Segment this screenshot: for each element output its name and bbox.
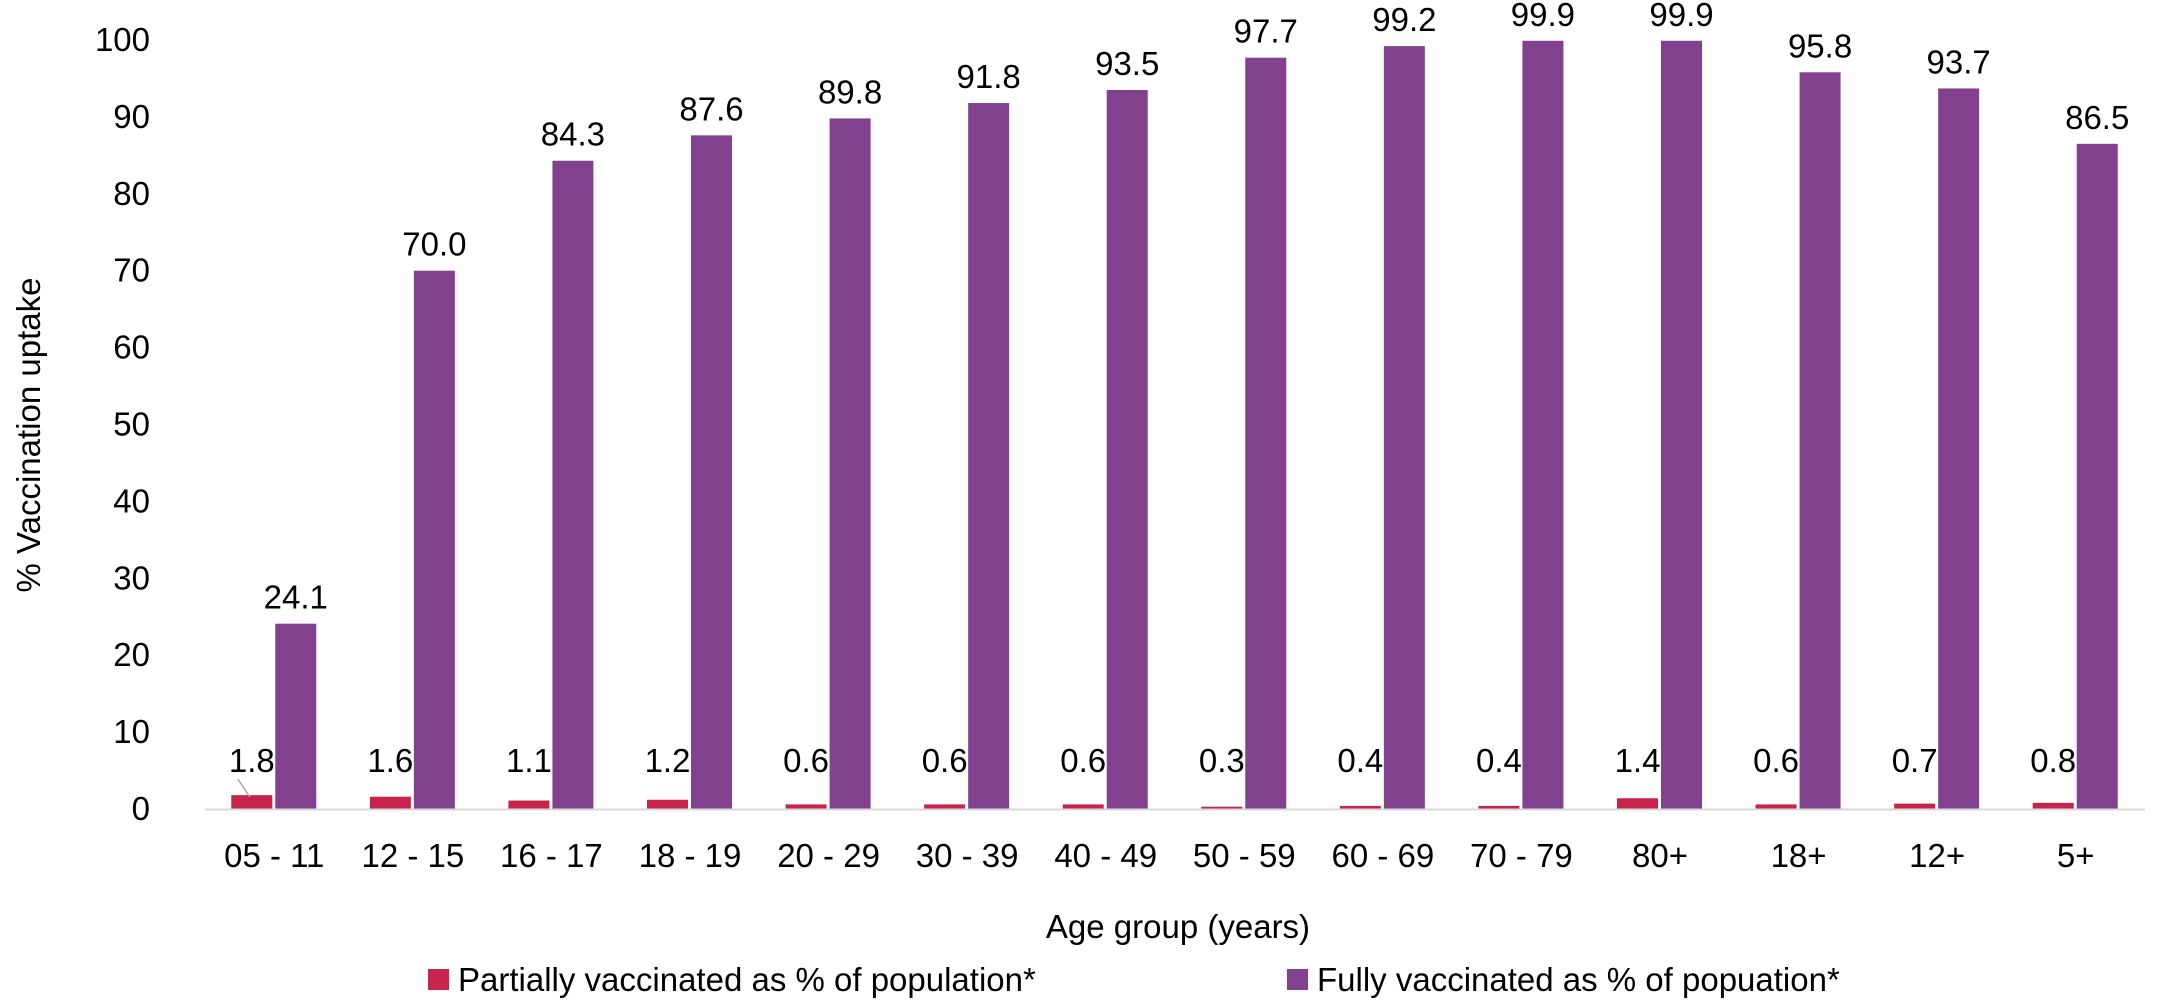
- data-label-fully-vaccinated: 84.3: [541, 116, 605, 153]
- data-label-fully-vaccinated: 99.2: [1372, 1, 1436, 38]
- bar-fully-vaccinated: [1661, 40, 1702, 810]
- data-label-fully-vaccinated: 24.1: [264, 579, 328, 616]
- bar-partially-vaccinated: [369, 796, 411, 809]
- data-label-fully-vaccinated: 95.8: [1788, 27, 1852, 64]
- bar-fully-vaccinated: [1522, 40, 1564, 810]
- y-tick-label: 100: [95, 21, 150, 58]
- x-tick-label: 40 - 49: [1054, 837, 1157, 874]
- data-label-partially-vaccinated: 1.1: [506, 742, 552, 779]
- data-label-partially-vaccinated: 0.4: [1337, 742, 1383, 779]
- x-tick-label: 12 - 15: [361, 837, 464, 874]
- data-label-fully-vaccinated: 97.7: [1234, 13, 1298, 50]
- y-tick-label: 10: [113, 713, 150, 750]
- y-tick-label: 60: [113, 329, 150, 366]
- y-axis: 0 10 20 30 40 50 60 70 80 90 100: [95, 21, 150, 827]
- bar-fully-vaccinated: [413, 270, 455, 809]
- legend: Partially vaccinated as % of population*…: [428, 961, 1840, 998]
- bars: [231, 40, 2118, 810]
- y-tick-label: 30: [113, 559, 150, 596]
- data-label-partially-vaccinated: 0.6: [783, 742, 829, 779]
- data-label-fully-vaccinated: 89.8: [818, 73, 882, 110]
- y-tick-label: 0: [132, 790, 150, 827]
- data-label-fully-vaccinated: 86.5: [2065, 99, 2129, 136]
- x-tick-label: 18 - 19: [639, 837, 742, 874]
- x-tick-label: 50 - 59: [1193, 837, 1296, 874]
- x-tick-label: 5+: [2057, 837, 2095, 874]
- bar-fully-vaccinated: [968, 103, 1010, 810]
- bar-partially-vaccinated: [1201, 806, 1243, 809]
- bar-fully-vaccinated: [1938, 88, 1980, 809]
- bar-fully-vaccinated: [2076, 143, 2118, 809]
- data-label-partially-vaccinated: 0.3: [1199, 742, 1245, 779]
- data-label-partially-vaccinated: 1.8: [229, 742, 275, 779]
- bar-partially-vaccinated: [1617, 798, 1658, 809]
- bar-fully-vaccinated: [552, 160, 594, 809]
- bar-fully-vaccinated: [1245, 57, 1287, 809]
- x-tick-label: 30 - 39: [916, 837, 1019, 874]
- bar-partially-vaccinated: [2032, 802, 2074, 809]
- data-label-fully-vaccinated: 70.0: [402, 226, 466, 263]
- data-label-leader-line: [237, 778, 251, 798]
- bar-partially-vaccinated: [785, 804, 827, 809]
- data-label-partially-vaccinated: 0.6: [1753, 742, 1799, 779]
- bar-partially-vaccinated: [231, 795, 273, 809]
- data-label-partially-vaccinated: 1.6: [367, 742, 413, 779]
- y-tick-label: 80: [113, 175, 150, 212]
- y-tick-label: 70: [113, 252, 150, 289]
- data-label-partially-vaccinated: 0.6: [1060, 742, 1106, 779]
- data-label-fully-vaccinated: 87.6: [679, 90, 743, 127]
- legend-label: Fully vaccinated as % of popuation*: [1317, 961, 1840, 998]
- data-label-partially-vaccinated: 0.4: [1476, 742, 1522, 779]
- bar-fully-vaccinated: [829, 118, 871, 810]
- data-label-partially-vaccinated: 0.7: [1892, 742, 1938, 779]
- data-label-fully-vaccinated: 99.9: [1511, 0, 1575, 33]
- x-axis-title: Age group (years): [1046, 908, 1310, 945]
- bar-fully-vaccinated: [1383, 46, 1425, 810]
- data-label-partially-vaccinated: 1.4: [1615, 742, 1661, 779]
- x-tick-label: 70 - 79: [1470, 837, 1573, 874]
- bar-partially-vaccinated: [1755, 804, 1797, 809]
- bar-partially-vaccinated: [924, 804, 966, 809]
- legend-swatch: [1287, 969, 1308, 990]
- data-label-partially-vaccinated: 1.2: [645, 742, 691, 779]
- y-tick-label: 40: [113, 482, 150, 519]
- x-tick-label: 18+: [1771, 837, 1827, 874]
- y-tick-label: 50: [113, 406, 150, 443]
- bar-fully-vaccinated: [691, 135, 732, 809]
- bar-fully-vaccinated: [1106, 89, 1148, 810]
- x-tick-label: 05 - 11: [224, 837, 324, 874]
- bar-partially-vaccinated: [647, 799, 688, 809]
- bar-partially-vaccinated: [1339, 805, 1381, 809]
- data-label-partially-vaccinated: 0.6: [922, 742, 968, 779]
- bar-partially-vaccinated: [1478, 805, 1520, 809]
- x-tick-label: 60 - 69: [1331, 837, 1434, 874]
- x-tick-label: 12+: [1909, 837, 1965, 874]
- bar-partially-vaccinated: [1894, 803, 1936, 809]
- x-axis: 05 - 11 12 - 15 16 - 17 18 - 19 20 - 29 30 - …: [205, 808, 2145, 874]
- data-label-fully-vaccinated: 93.5: [1095, 45, 1159, 82]
- legend-swatch: [428, 969, 449, 990]
- data-label-fully-vaccinated: 93.7: [1927, 43, 1991, 80]
- y-tick-label: 20: [113, 636, 150, 673]
- x-tick-label: 20 - 29: [777, 837, 880, 874]
- y-tick-label: 90: [113, 98, 150, 135]
- bar-partially-vaccinated: [1062, 804, 1104, 809]
- data-labels: 1.8 24.1 1.6 70.0 1.1 84.3 1.2 87.6 0.6 89.8 0.6 91…: [229, 0, 2129, 798]
- legend-label: Partially vaccinated as % of population*: [458, 961, 1036, 998]
- x-tick-label: 80+: [1632, 837, 1688, 874]
- data-label-fully-vaccinated: 99.9: [1649, 0, 1713, 33]
- bar-fully-vaccinated: [275, 623, 317, 809]
- bar-partially-vaccinated: [508, 800, 550, 809]
- data-label-fully-vaccinated: 91.8: [957, 58, 1021, 95]
- data-label-partially-vaccinated: 0.8: [2030, 742, 2076, 779]
- y-axis-title: % Vaccination uptake: [10, 278, 47, 593]
- bar-fully-vaccinated: [1799, 72, 1841, 810]
- x-tick-label: 16 - 17: [500, 837, 603, 874]
